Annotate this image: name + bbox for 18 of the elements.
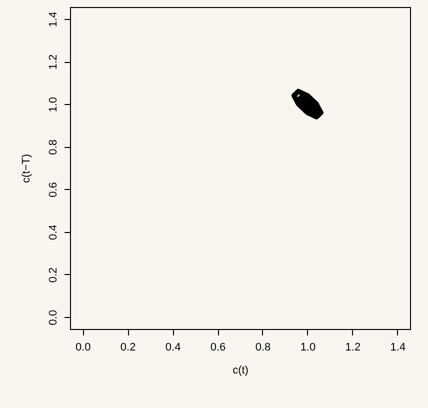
y-tick-label: 0.4 <box>48 224 60 240</box>
x-tick-label: 0.8 <box>255 342 271 354</box>
y-tick-label: 1.2 <box>48 54 60 70</box>
x-tick-label: 0.0 <box>75 342 91 354</box>
y-tick-label: 0.2 <box>48 267 60 283</box>
y-tick-label: 1.4 <box>48 12 60 28</box>
x-tick-label: 1.2 <box>345 342 361 354</box>
y-tick-label: 0.0 <box>48 310 60 326</box>
x-tick-label: 1.4 <box>390 342 406 354</box>
y-tick-label: 0.8 <box>48 140 60 155</box>
y-tick-label: 0.6 <box>48 182 60 198</box>
x-axis-title: c(t) <box>232 364 248 376</box>
y-axis-title: c(t−T) <box>20 154 32 184</box>
x-tick-label: 0.4 <box>165 342 181 354</box>
x-tick-label: 0.2 <box>120 342 136 354</box>
x-tick-label: 1.0 <box>300 342 316 354</box>
x-tick-label: 0.6 <box>210 342 226 354</box>
y-tick-label: 1.0 <box>48 96 60 112</box>
